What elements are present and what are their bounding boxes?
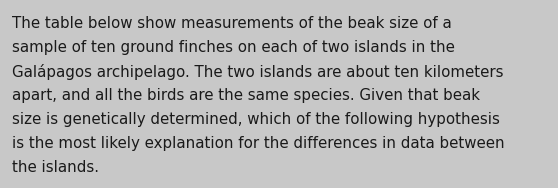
Text: Galápagos archipelago. The two islands are about ten kilometers: Galápagos archipelago. The two islands a… — [12, 64, 503, 80]
Text: the islands.: the islands. — [12, 160, 99, 175]
Text: apart, and all the birds are the same species. Given that beak: apart, and all the birds are the same sp… — [12, 88, 480, 103]
Text: sample of ten ground finches on each of two islands in the: sample of ten ground finches on each of … — [12, 40, 455, 55]
Text: The table below show measurements of the beak size of a: The table below show measurements of the… — [12, 16, 452, 31]
Text: size is genetically determined, which of the following hypothesis: size is genetically determined, which of… — [12, 112, 500, 127]
Text: is the most likely explanation for the differences in data between: is the most likely explanation for the d… — [12, 136, 504, 151]
